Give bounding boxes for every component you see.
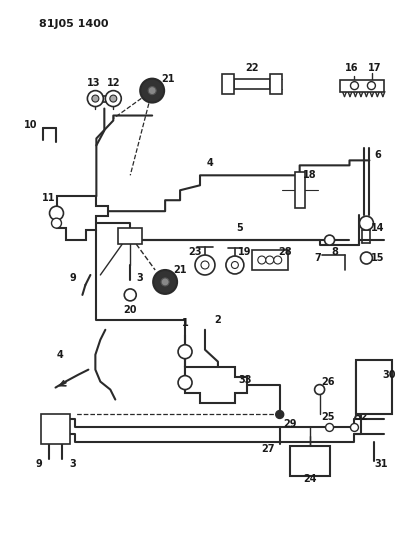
Bar bbox=[289, 446, 329, 477]
Circle shape bbox=[275, 410, 283, 418]
Text: 9: 9 bbox=[69, 273, 76, 283]
Text: 5: 5 bbox=[236, 223, 243, 233]
Circle shape bbox=[153, 270, 177, 294]
Circle shape bbox=[92, 95, 99, 102]
Text: 13: 13 bbox=[86, 78, 100, 87]
Circle shape bbox=[273, 256, 281, 264]
Circle shape bbox=[265, 256, 273, 264]
Text: 3: 3 bbox=[69, 459, 76, 470]
Text: 14: 14 bbox=[370, 223, 383, 233]
Text: 24: 24 bbox=[302, 474, 316, 484]
Circle shape bbox=[178, 376, 192, 390]
Text: 9: 9 bbox=[35, 459, 42, 470]
Text: 33: 33 bbox=[237, 375, 251, 385]
Circle shape bbox=[87, 91, 103, 107]
Text: 3: 3 bbox=[136, 273, 143, 283]
Circle shape bbox=[148, 87, 156, 94]
Text: 12: 12 bbox=[106, 78, 120, 87]
Circle shape bbox=[231, 262, 238, 269]
Text: 21: 21 bbox=[173, 265, 186, 275]
Text: 19: 19 bbox=[237, 247, 251, 257]
Text: 16: 16 bbox=[344, 63, 357, 72]
Circle shape bbox=[324, 235, 334, 245]
Circle shape bbox=[358, 216, 373, 230]
Text: 15: 15 bbox=[370, 253, 383, 263]
Polygon shape bbox=[57, 196, 108, 240]
Bar bbox=[118, 228, 142, 244]
Circle shape bbox=[140, 79, 164, 102]
Text: 21: 21 bbox=[161, 74, 174, 84]
Polygon shape bbox=[221, 74, 233, 94]
Polygon shape bbox=[184, 367, 246, 402]
Text: 17: 17 bbox=[367, 63, 380, 72]
Text: 1: 1 bbox=[181, 318, 188, 328]
Text: 27: 27 bbox=[260, 445, 274, 454]
Text: 29: 29 bbox=[282, 419, 296, 430]
Circle shape bbox=[350, 423, 358, 431]
Text: 30: 30 bbox=[382, 369, 395, 379]
Circle shape bbox=[325, 423, 333, 431]
Text: 2: 2 bbox=[214, 315, 221, 325]
Circle shape bbox=[200, 261, 209, 269]
Text: 7: 7 bbox=[314, 253, 320, 263]
Circle shape bbox=[350, 82, 358, 90]
Circle shape bbox=[314, 385, 324, 394]
Circle shape bbox=[49, 206, 63, 220]
Circle shape bbox=[124, 289, 136, 301]
Circle shape bbox=[360, 252, 371, 264]
Text: 28: 28 bbox=[277, 247, 291, 257]
Text: 4: 4 bbox=[206, 158, 213, 168]
Text: 18: 18 bbox=[302, 171, 316, 180]
Bar bbox=[251, 250, 287, 270]
Text: 31: 31 bbox=[374, 459, 387, 470]
Circle shape bbox=[105, 91, 121, 107]
Text: 8: 8 bbox=[330, 247, 337, 257]
Text: 11: 11 bbox=[42, 193, 55, 203]
Text: 4: 4 bbox=[57, 350, 64, 360]
Text: 23: 23 bbox=[188, 247, 201, 257]
Circle shape bbox=[109, 95, 117, 102]
Text: 20: 20 bbox=[123, 305, 137, 315]
Circle shape bbox=[367, 82, 375, 90]
Polygon shape bbox=[269, 74, 281, 94]
Text: 6: 6 bbox=[373, 150, 380, 160]
Text: 32: 32 bbox=[354, 413, 367, 423]
Text: 10: 10 bbox=[24, 120, 37, 131]
Circle shape bbox=[257, 256, 265, 264]
Polygon shape bbox=[339, 79, 383, 92]
Text: 81J05 1400: 81J05 1400 bbox=[38, 19, 108, 29]
Circle shape bbox=[225, 256, 243, 274]
Text: 26: 26 bbox=[320, 377, 334, 386]
Circle shape bbox=[51, 218, 61, 228]
Circle shape bbox=[194, 255, 215, 275]
Bar bbox=[41, 415, 70, 445]
Text: 22: 22 bbox=[245, 63, 258, 72]
Circle shape bbox=[161, 278, 169, 286]
Text: 25: 25 bbox=[320, 413, 334, 423]
Bar bbox=[356, 360, 391, 415]
Bar bbox=[294, 172, 304, 208]
Circle shape bbox=[178, 345, 192, 359]
